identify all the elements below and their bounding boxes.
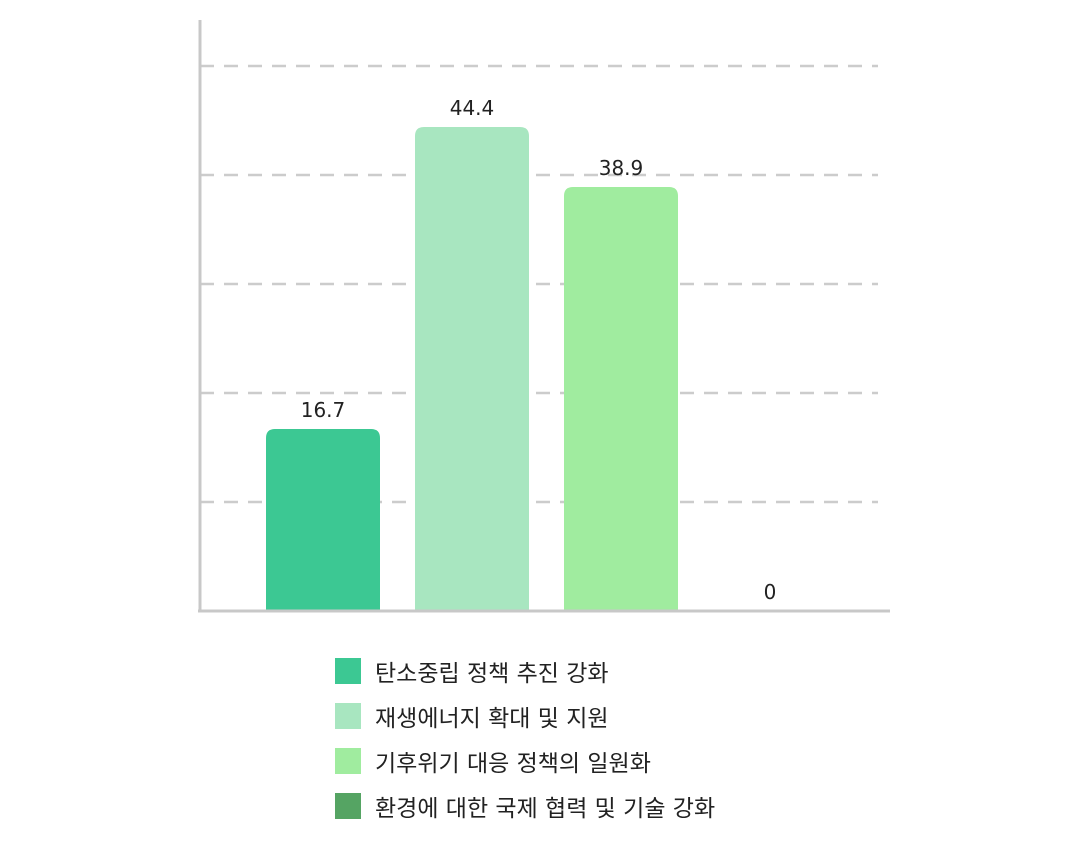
- legend-item: 재생에너지 확대 및 지원: [335, 693, 715, 738]
- legend-label: 환경에 대한 국제 협력 및 기술 강화: [375, 795, 716, 822]
- grid-lines: [200, 64, 878, 504]
- bar-value-label: 0: [764, 580, 777, 604]
- legend-label: 탄소중립 정책 추진 강화: [375, 660, 609, 687]
- bar-chart: 16.7 44.4 38.9 0: [198, 20, 890, 613]
- bar: [266, 428, 380, 611]
- legend-item: 기후위기 대응 정책의 일원화: [335, 738, 715, 783]
- bar-value-label: 38.9: [599, 156, 644, 180]
- legend-swatch: [335, 747, 361, 774]
- legend-label: 재생에너지 확대 및 지원: [375, 705, 609, 732]
- value-labels: 16.7 44.4 38.9 0: [301, 96, 777, 604]
- legend-swatch: [335, 657, 361, 684]
- legend-swatch: [335, 792, 361, 819]
- bars: [266, 127, 678, 612]
- bar-value-label: 16.7: [301, 398, 346, 422]
- legend-label: 기후위기 대응 정책의 일원화: [375, 750, 651, 777]
- legend-item: 환경에 대한 국제 협력 및 기술 강화: [335, 783, 715, 828]
- bar: [415, 127, 529, 611]
- bar-value-label: 44.4: [450, 96, 495, 120]
- legend-swatch: [335, 702, 361, 729]
- legend-item: 탄소중립 정책 추진 강화: [335, 648, 715, 693]
- bar: [564, 186, 678, 612]
